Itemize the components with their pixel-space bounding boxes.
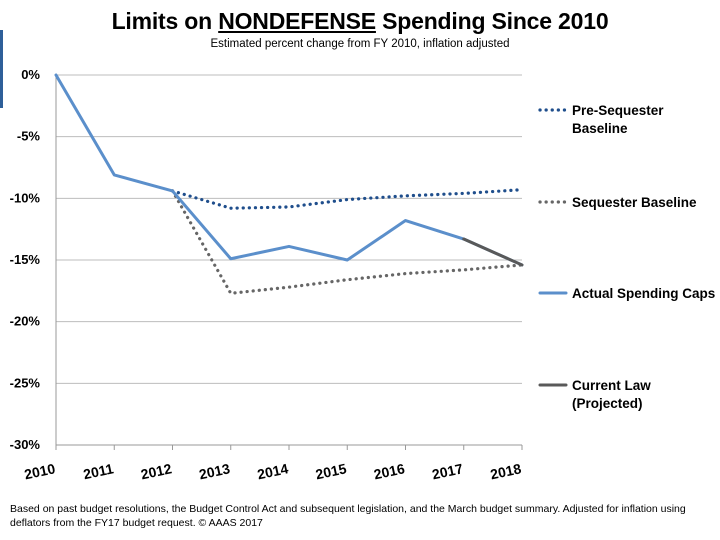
legend-label: Pre-Sequester: [572, 103, 664, 118]
x-tick-label: 2011: [82, 460, 115, 482]
x-tick-label: 2017: [431, 460, 465, 482]
footnote: Based on past budget resolutions, the Bu…: [10, 503, 686, 529]
legend-label: Baseline: [572, 121, 628, 136]
y-tick-label: -15%: [10, 252, 41, 267]
x-tick-label: 2015: [314, 460, 348, 482]
left-accent-bar: [0, 30, 3, 108]
x-tick-label: 2014: [256, 460, 290, 482]
legend-label: Sequester Baseline: [572, 195, 697, 210]
line-chart: 0% -5% -10% -15% -20% -25% -30% 2010 2011 2012 201…: [10, 67, 716, 482]
title-prefix: Limits on: [111, 8, 219, 34]
title-suffix: Spending Since 2010: [375, 8, 609, 34]
y-tick-label: -30%: [10, 437, 41, 452]
x-tick-label: 2012: [139, 460, 173, 482]
y-tick-label: -5%: [17, 129, 41, 144]
x-tick-label: 2016: [372, 460, 406, 482]
actual-spending-caps-line: [54, 73, 524, 267]
pre-sequester-baseline-line: [170, 188, 524, 210]
y-tick-label: -20%: [10, 314, 41, 329]
current-law-projected-line: [462, 237, 524, 267]
y-tick-label: 0%: [21, 67, 40, 82]
x-tick-label: 2018: [489, 460, 523, 482]
legend-label: Actual Spending Caps: [572, 286, 715, 301]
legend-label: (Projected): [572, 396, 643, 411]
y-tick-label: -10%: [10, 190, 41, 205]
y-tick-label: -25%: [10, 375, 41, 390]
legend-label: Current Law: [572, 378, 651, 393]
title-emphasis: NONDEFENSE: [218, 8, 376, 34]
x-tick-label: 2010: [23, 460, 57, 482]
chart-title: Limits on NONDEFENSE Spending Since 2010: [0, 8, 720, 35]
chart-subtitle: Estimated percent change from FY 2010, i…: [210, 38, 510, 50]
x-tick-label: 2013: [198, 460, 232, 482]
